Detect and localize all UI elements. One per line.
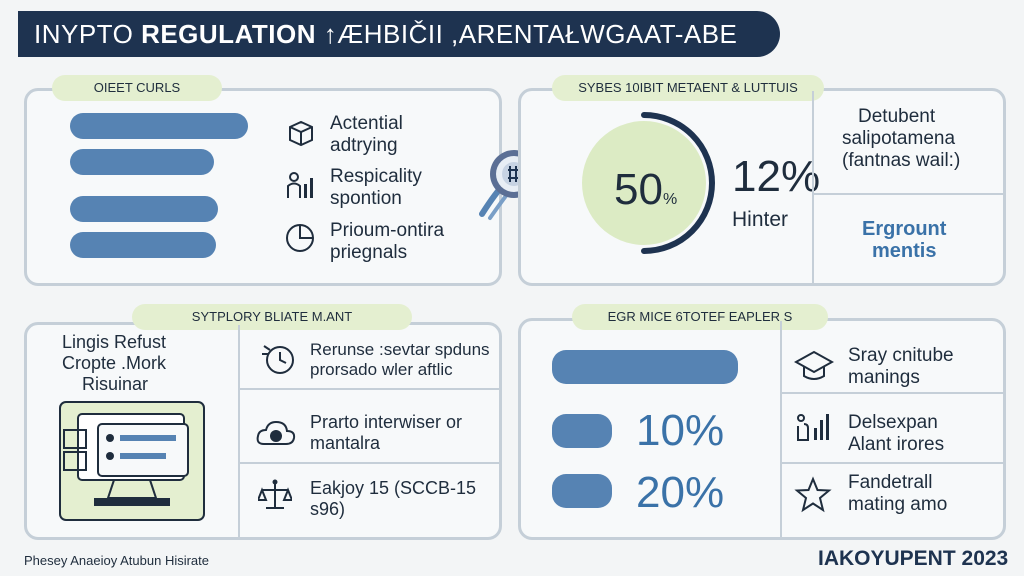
panel-top-right-pill: SYBES 10IBIT METAENT & LUTTUIS <box>552 75 824 101</box>
graduation-cap-icon <box>794 350 834 380</box>
footer-right: IAKOYUPENT 2023 <box>818 547 1009 570</box>
computer-dashboard-icon <box>59 401 205 521</box>
tl-item-3-line1: Prioum-ontira <box>330 220 445 241</box>
bl-item-2-line2: mantalra <box>310 433 381 453</box>
br-item-1-line2: manings <box>848 367 920 388</box>
bl-divider-h1 <box>240 388 499 390</box>
stat-label: Hinter <box>732 208 789 231</box>
br-bar-3 <box>552 474 612 508</box>
cube-icon <box>289 120 313 147</box>
bl-divider-v <box>238 325 240 537</box>
tl-item-3-line2: priegnals <box>330 242 408 263</box>
bl-left-line2: Cropte .Mork <box>62 353 167 373</box>
title-prefix: INYPTO <box>34 19 134 49</box>
donut-fill <box>582 121 706 245</box>
tr-side-bottom-line2: mentis <box>872 240 937 262</box>
tl-bar-3 <box>70 196 218 222</box>
bl-left-line3: Risuinar <box>82 374 149 394</box>
tr-side-top-line3: (fantnas wail:) <box>842 150 961 171</box>
tl-item-1-line2: adtrying <box>330 135 398 156</box>
br-item-3-line2: mating amo <box>848 494 948 515</box>
br-divider-v <box>780 321 782 537</box>
tr-side-top-line1: Detubent <box>858 106 936 127</box>
bl-item-3-line1: Eakjoy 15 (SCCB-15 <box>310 478 477 498</box>
panel-top-left-pill: OIEET CURLS <box>52 75 222 101</box>
donut-value: 50% <box>614 165 677 215</box>
tl-bar-4 <box>70 232 216 258</box>
clock-icon <box>262 345 294 374</box>
panel-bottom-right-pill: EGR MICE 6TOTEF EAPLER S <box>572 304 828 330</box>
tr-side-bottom-line1: Ergrount <box>862 218 947 240</box>
star-icon <box>794 476 832 513</box>
header-banner: INYPTO REGULATION ↑ÆHBIČII ,ARENTAŁWGAAT… <box>18 11 780 57</box>
scale-icon <box>258 479 292 509</box>
pie-icon <box>286 224 314 252</box>
tr-divider-h <box>814 193 1003 195</box>
br-divider-h2 <box>782 462 1003 464</box>
br-bar-2 <box>552 414 612 448</box>
bl-item-1-line2: prorsado wler aftlic <box>310 360 453 379</box>
cloud-coin-icon <box>256 420 296 445</box>
br-item-2-line2: Alant irores <box>848 434 945 455</box>
br-item-2-line1: Delsexpan <box>848 412 938 433</box>
br-item-1-line1: Sray cnitube <box>848 345 954 366</box>
donut-arc <box>641 112 715 254</box>
panel-bottom-left-pill: SYTPLORY BLIATE M.ANT <box>132 304 412 330</box>
tl-item-1-line1: Actential <box>330 113 403 134</box>
tl-bar-2 <box>70 149 214 175</box>
donut-chart <box>582 112 715 254</box>
donut-unit: % <box>662 191 678 208</box>
tl-item-2-line1: Respicality <box>330 166 422 187</box>
br-bar-2-label: 10% <box>636 406 725 455</box>
tl-bar-1 <box>70 113 248 139</box>
bl-divider-h2 <box>240 462 499 464</box>
br-bar-3-label: 20% <box>636 468 725 517</box>
br-divider-h1 <box>782 392 1003 394</box>
br-item-3-line1: Fandetrall <box>848 472 933 493</box>
bl-item-1-line1: Rerunse :sevtar spduns <box>310 340 490 359</box>
bl-item-2-line1: Prarto interwiser or <box>310 412 463 432</box>
br-bar-1 <box>552 350 738 384</box>
tl-item-2-line2: spontion <box>330 188 402 209</box>
stat-value: 12% <box>732 152 821 201</box>
people-chart-icon <box>287 172 313 198</box>
title-bold: REGULATION <box>141 19 317 49</box>
donut-number: 50 <box>614 165 663 214</box>
tr-side-top-line2: salipotamena <box>842 128 956 149</box>
title-suffix: ↑ÆHBIČII ,ARENTAŁWGAAT-ABE <box>323 19 738 49</box>
touch-chart-icon <box>797 414 829 441</box>
bl-item-3-line2: s96) <box>310 499 346 519</box>
bl-left-line1: Lingis Refust <box>62 332 167 352</box>
footer-left: Phesey Anaeioy Atubun Hisirate <box>24 553 210 568</box>
tr-divider-v <box>812 91 814 283</box>
